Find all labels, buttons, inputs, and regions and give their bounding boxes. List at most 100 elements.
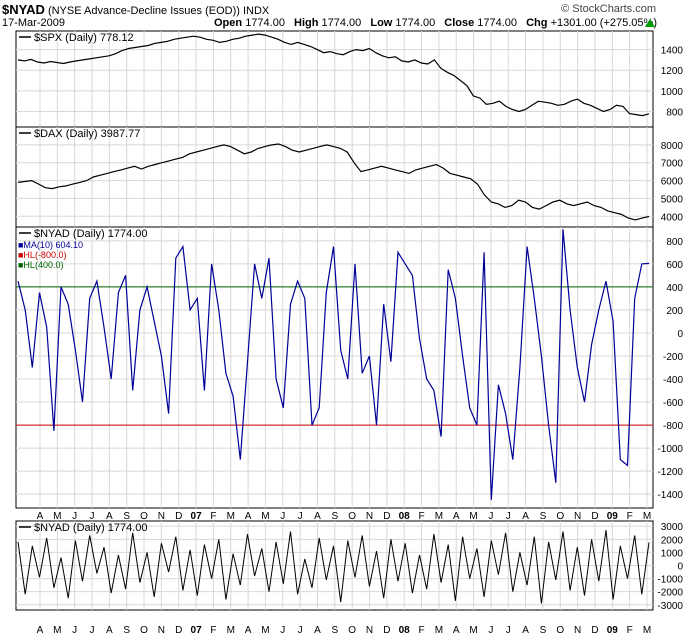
x-tick-label: D (383, 625, 390, 636)
x-tick-label: J (280, 511, 285, 522)
x-tick-label: M (469, 511, 477, 522)
y-tick-label: 1000 (661, 548, 684, 559)
x-tick-label: M (53, 625, 61, 636)
high-value: 1774.00 (321, 17, 362, 29)
x-tick-label: 07 (191, 511, 203, 522)
x-tick-label: N (366, 511, 373, 522)
copyright: © StockCharts.com (561, 3, 656, 15)
x-tick-label: S (540, 511, 547, 522)
x-tick-label: A (314, 511, 321, 522)
y-tick-label: 0 (677, 562, 683, 573)
x-tick-label: O (140, 511, 148, 522)
x-tick-label: N (158, 625, 165, 636)
symbol: $NYAD (2, 2, 45, 17)
x-tick-label: O (140, 625, 148, 636)
y-tick-label: 5000 (661, 194, 684, 205)
x-tick-label: N (366, 625, 373, 636)
x-tick-label: M (643, 625, 651, 636)
x-tick-label: A (453, 625, 460, 636)
x-tick-label: M (435, 511, 443, 522)
x-tick-label: 08 (399, 511, 411, 522)
x-tick-label: J (72, 511, 77, 522)
x-tick-label: J (488, 625, 493, 636)
x-tick-label: D (175, 511, 182, 522)
y-tick-label: -200 (663, 352, 683, 363)
x-tick-label: M (643, 511, 651, 522)
x-tick-label: D (591, 625, 598, 636)
x-tick-label: A (245, 511, 252, 522)
y-tick-label: -1000 (657, 575, 683, 586)
x-tick-label: M (435, 625, 443, 636)
x-tick-label: M (53, 511, 61, 522)
y-tick-label: 1000 (661, 87, 684, 98)
legend-entry: ■MA(10) 604.10 (18, 240, 83, 250)
open-value: 1774.00 (245, 17, 285, 29)
series-line-spx (17, 33, 650, 117)
x-tick-label: D (383, 511, 390, 522)
y-tick-label: -400 (663, 375, 683, 386)
high-label: High (294, 17, 319, 29)
x-tick-label: M (469, 625, 477, 636)
y-tick-label: -1400 (657, 490, 683, 501)
x-tick-label: M (227, 625, 235, 636)
panel-label-dax: $DAX (Daily) 3987.77 (34, 128, 140, 140)
x-tick-label: D (175, 625, 182, 636)
x-tick-label: 09 (607, 511, 619, 522)
low-label: Low (370, 17, 393, 29)
x-tick-label: M (261, 511, 269, 522)
x-tick-label: M (227, 511, 235, 522)
x-tick-label: J (506, 625, 511, 636)
y-tick-label: -2000 (657, 588, 683, 599)
y-tick-label: 1400 (661, 46, 684, 57)
y-tick-label: 1200 (661, 66, 684, 77)
series-line-nyad (17, 530, 650, 604)
x-tick-label: 08 (399, 625, 411, 636)
panel-label-spx: $SPX (Daily) 778.12 (34, 32, 134, 44)
x-tick-label: 09 (607, 625, 619, 636)
series-line-nyad-ma (17, 229, 650, 500)
y-tick-label: 7000 (661, 159, 684, 170)
x-tick-label: A (245, 625, 252, 636)
y-tick-label: 200 (666, 306, 683, 317)
y-tick-label: 800 (666, 237, 683, 248)
x-tick-label: J (72, 625, 77, 636)
x-tick-label: O (556, 625, 564, 636)
x-tick-label: J (506, 511, 511, 522)
y-tick-label: 4000 (661, 212, 684, 223)
x-tick-label: F (627, 511, 633, 522)
legend-entry: ■HL(400.0) (18, 260, 63, 270)
close-label: Close (444, 17, 475, 29)
x-tick-label: J (488, 511, 493, 522)
x-tick-label: F (418, 625, 424, 636)
x-tick-label: A (453, 511, 460, 522)
x-tick-label: A (37, 511, 44, 522)
x-tick-label: F (627, 625, 633, 636)
close-value: 1774.00 (477, 17, 518, 29)
x-tick-label: J (90, 625, 95, 636)
x-tick-label: D (591, 511, 598, 522)
low-value: 1774.00 (395, 17, 436, 29)
x-tick-label: F (210, 625, 216, 636)
y-tick-label: 8000 (661, 141, 684, 152)
y-tick-label: 800 (666, 108, 683, 119)
x-tick-label: J (90, 511, 95, 522)
series-line-dax (17, 143, 650, 221)
x-tick-label: J (280, 625, 285, 636)
up-arrow-icon (645, 19, 655, 27)
y-tick-label: 6000 (661, 177, 684, 188)
x-tick-label: J (298, 511, 303, 522)
y-tick-label: 2000 (661, 535, 684, 546)
legend-entry: ■HL(-800.0) (18, 250, 66, 260)
x-tick-label: N (574, 511, 581, 522)
x-tick-label: A (37, 625, 44, 636)
y-tick-label: -1000 (657, 444, 683, 455)
y-tick-label: 600 (666, 260, 683, 271)
x-tick-label: O (348, 625, 356, 636)
x-tick-label: M (261, 625, 269, 636)
panel-label-nyad-ma: $NYAD (Daily) 1774.00 (34, 228, 148, 240)
x-tick-label: S (331, 511, 338, 522)
x-tick-label: S (123, 511, 130, 522)
chg-value: +1301.00 (+275.05%) (550, 17, 657, 29)
x-tick-label: N (158, 511, 165, 522)
